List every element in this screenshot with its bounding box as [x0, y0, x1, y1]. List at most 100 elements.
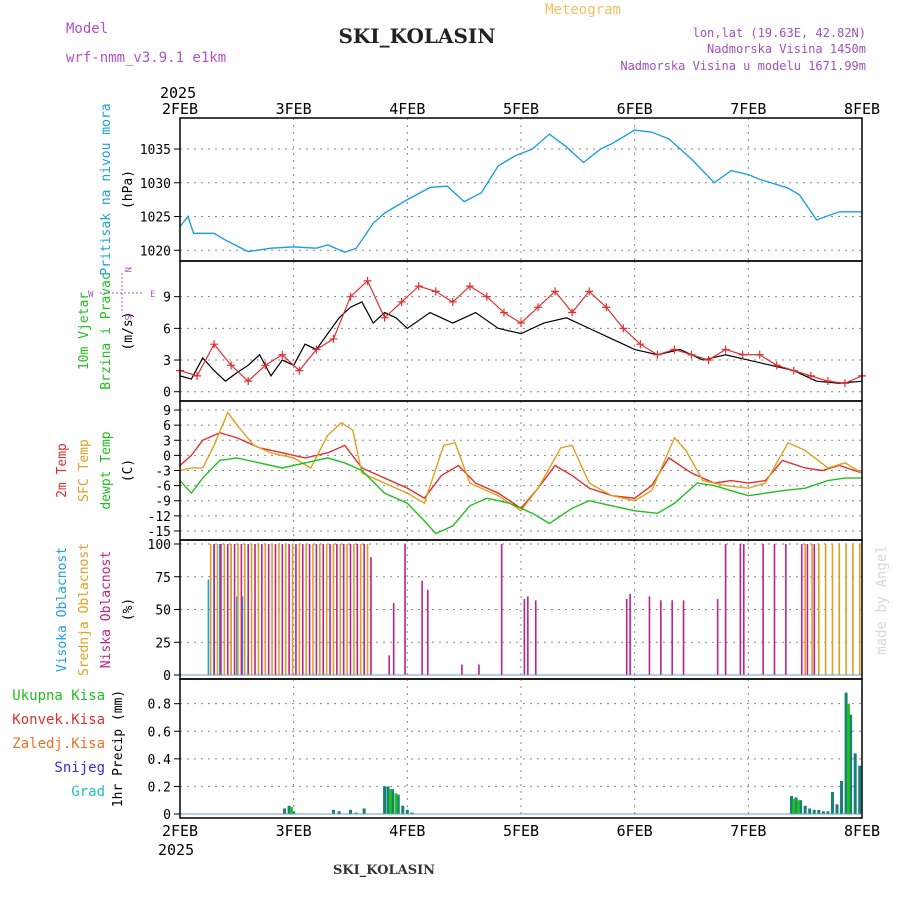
bar-clouds	[301, 544, 304, 675]
bar-clouds	[356, 544, 359, 675]
wind-gust-point	[534, 303, 543, 312]
bar-precip	[808, 808, 812, 814]
model-label: Model	[66, 21, 108, 37]
wind-gust-point	[210, 340, 219, 349]
bar-precip	[337, 811, 341, 814]
wind-gust-point	[789, 366, 798, 375]
y-axis-label: dewpt Temp	[99, 431, 114, 509]
bar-clouds	[233, 544, 236, 675]
bar-clouds	[838, 544, 841, 675]
bar-clouds	[312, 544, 314, 675]
y-tick-label: 100	[148, 538, 171, 553]
wind-legend-east: E	[150, 290, 155, 300]
bar-clouds	[852, 544, 854, 675]
y-tick-label: 0.4	[148, 753, 172, 768]
bar-clouds	[308, 544, 311, 675]
bar-clouds	[629, 593, 631, 675]
y-tick-label: 3	[163, 354, 171, 369]
y-tick-label: -3	[155, 465, 171, 480]
y-axis-label: 2m Temp	[55, 443, 70, 498]
bar-clouds	[811, 544, 813, 675]
bar-precip	[287, 805, 291, 814]
y-tick-label: 0	[163, 449, 171, 464]
top-date-label: 4FEB	[389, 100, 425, 118]
bottom-date-label: 7FEB	[730, 822, 766, 840]
bar-clouds	[295, 544, 297, 675]
bar-clouds	[370, 557, 372, 675]
bar-clouds	[332, 544, 335, 675]
bar-clouds	[216, 544, 219, 675]
wind-gust-point	[721, 345, 730, 354]
bar-clouds	[353, 544, 355, 675]
bar-precip	[354, 812, 358, 814]
bar-precip	[391, 789, 395, 814]
wind-gust-point	[244, 377, 253, 386]
bar-clouds	[226, 544, 229, 675]
bar-clouds	[739, 544, 742, 675]
bar-clouds	[363, 544, 365, 675]
y-tick-label: 1030	[140, 177, 171, 192]
y-tick-label: 0.2	[148, 780, 171, 795]
bar-precip	[812, 809, 816, 814]
wind-gust-point	[227, 361, 236, 370]
y-tick-label: 0	[163, 808, 171, 823]
bar-precip	[331, 809, 335, 814]
bar-clouds	[804, 544, 806, 675]
bar-clouds	[392, 602, 395, 675]
bar-clouds	[773, 544, 776, 675]
wind-gust-point	[636, 340, 645, 349]
top-date-label: 3FEB	[276, 100, 312, 118]
wind-gust-point	[295, 366, 304, 375]
top-date-label: 5FEB	[503, 100, 539, 118]
bar-clouds	[336, 544, 338, 675]
bar-clouds	[523, 599, 526, 675]
bar-clouds	[785, 544, 787, 675]
wind-gust-point	[193, 371, 202, 380]
bar-clouds	[243, 544, 246, 675]
bar-clouds	[298, 544, 301, 675]
bar-clouds	[404, 544, 406, 675]
bar-precip	[853, 753, 857, 814]
y-tick-label: -12	[148, 510, 171, 525]
y-tick-label: 1035	[140, 143, 171, 158]
series-line-temperature-1	[179, 411, 863, 512]
bar-clouds	[274, 544, 277, 675]
bar-clouds	[319, 544, 321, 675]
y-axis-label: Srednja Oblacnost	[77, 543, 92, 676]
bar-clouds	[284, 544, 287, 675]
bar-clouds	[806, 544, 809, 675]
bar-clouds	[625, 599, 628, 675]
bar-clouds	[342, 544, 345, 675]
wind-legend-cross	[100, 273, 144, 313]
series-line-wind-0	[179, 301, 863, 384]
wind-gust-point	[482, 292, 491, 301]
y-tick-label: 3	[163, 434, 171, 449]
y-tick-label: 1020	[140, 244, 171, 259]
bar-clouds	[831, 544, 834, 675]
wind-gust-point	[823, 377, 832, 386]
bar-clouds	[813, 544, 816, 675]
bottom-date-label: 5FEB	[503, 822, 539, 840]
bottom-date-label: 6FEB	[617, 822, 653, 840]
bar-clouds	[209, 544, 212, 675]
bar-precip	[289, 807, 293, 814]
bar-clouds	[237, 544, 239, 675]
bar-precip	[849, 714, 853, 814]
bar-precip	[803, 805, 807, 814]
meteogram-label: Meteogram	[545, 2, 621, 18]
bar-precip	[799, 800, 803, 814]
year-top: 2025	[160, 84, 196, 102]
bar-precip	[362, 808, 366, 814]
precip-legend-item: Snijeg	[54, 760, 105, 776]
y-tick-label: 9	[163, 404, 171, 419]
bar-precip	[388, 789, 392, 814]
wind-legend-south: S	[122, 315, 132, 320]
bar-clouds	[824, 544, 827, 675]
y-axis-label: SFC Temp	[77, 439, 92, 502]
y-axis-label: 1hr Precip (mm)	[111, 690, 126, 807]
wind-gust-point	[380, 313, 389, 322]
wind-gust-point	[704, 356, 713, 365]
bar-clouds	[247, 544, 249, 675]
bar-precip	[858, 765, 862, 814]
